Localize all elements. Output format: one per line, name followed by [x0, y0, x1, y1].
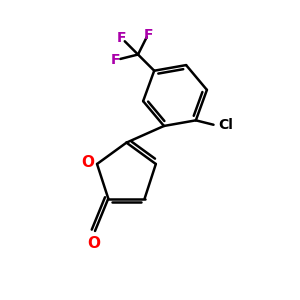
Text: F: F	[111, 53, 121, 68]
Text: F: F	[144, 28, 153, 42]
Text: O: O	[81, 155, 94, 170]
Text: F: F	[117, 31, 127, 45]
Text: Cl: Cl	[218, 118, 233, 132]
Text: O: O	[87, 236, 100, 251]
